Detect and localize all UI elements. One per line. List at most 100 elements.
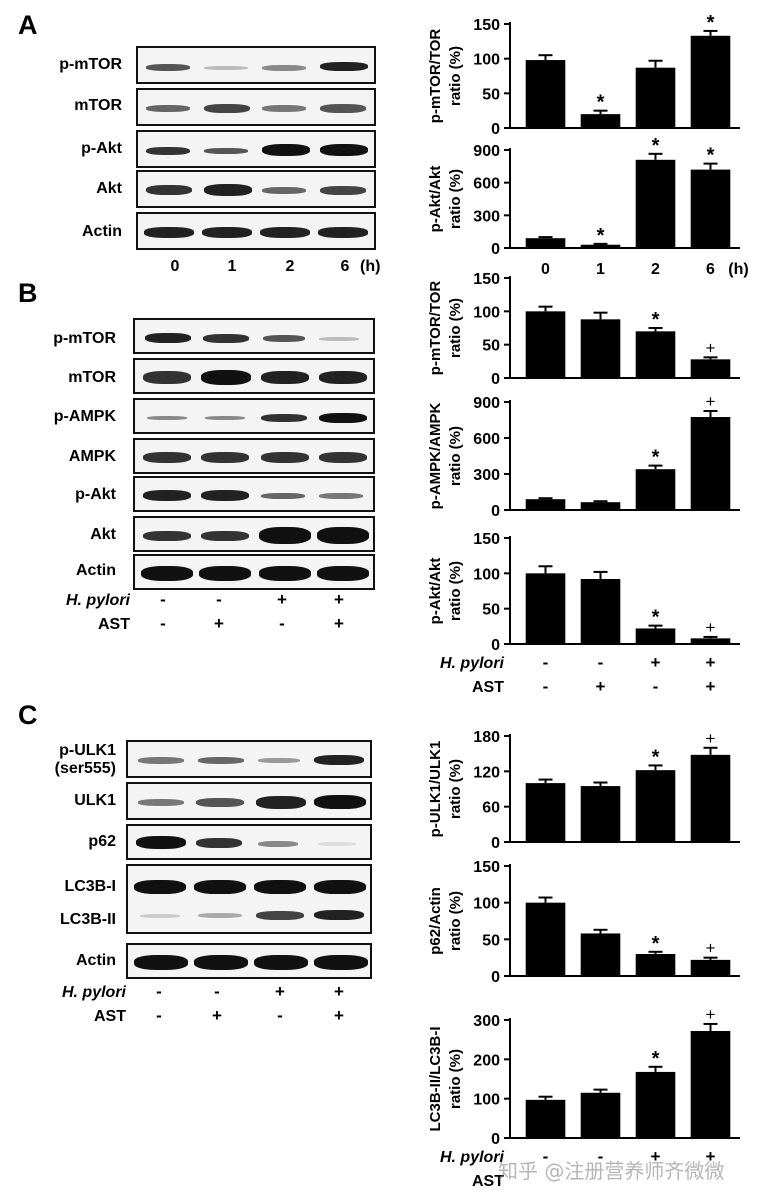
- significance-plus: +: [706, 618, 716, 637]
- bar: [635, 469, 676, 510]
- y-tick-label: 0: [491, 835, 500, 852]
- y-tick-label: 300: [473, 208, 500, 225]
- band: [263, 335, 305, 342]
- y-tick-label: 120: [473, 764, 500, 781]
- y-tick-label: 60: [482, 800, 500, 817]
- band: [262, 105, 306, 112]
- bar: [635, 159, 676, 248]
- treatment-sign: -: [543, 1147, 549, 1166]
- band: [318, 842, 356, 846]
- chart-a-p-mtor-ratio: 0 50 100 150 p-mTOR/TOR ratio (%) * *: [427, 12, 740, 138]
- band: [320, 186, 366, 195]
- y-axis-label: p-mTOR/TOR: [427, 281, 444, 376]
- band: [201, 370, 251, 385]
- bar: [580, 1092, 621, 1138]
- band: [314, 910, 364, 920]
- band: [194, 955, 248, 970]
- band: [314, 795, 366, 809]
- blot-c-actin: [126, 943, 372, 979]
- chart-b-p-mtor-ratio: 0 50 100 150 p-mTOR/TOR ratio (%) * +: [427, 271, 740, 388]
- band: [146, 185, 192, 195]
- band: [256, 911, 304, 920]
- y-tick-label: 600: [473, 176, 500, 193]
- x-tick-label: 6: [706, 261, 715, 278]
- significance-star: *: [652, 135, 660, 157]
- significance-star: *: [597, 92, 605, 114]
- y-tick-label: 150: [473, 271, 500, 288]
- band: [198, 913, 242, 918]
- bar: [635, 954, 676, 976]
- treatment-sign: -: [214, 982, 220, 1001]
- blot-label-b-p-ampk: p-AMPK: [53, 408, 116, 425]
- treatment-sign: -: [598, 1147, 604, 1166]
- y-axis-label: p-Akt/Akt: [427, 558, 444, 625]
- bar: [690, 1031, 731, 1138]
- band: [202, 227, 252, 238]
- lane-label: 1: [227, 258, 237, 275]
- blot-b-akt: [133, 516, 375, 552]
- x-tick-label: 2: [651, 261, 660, 278]
- blot-label-c-p-ulk1: p-ULK1: [59, 742, 116, 759]
- band: [259, 566, 311, 581]
- bar: [580, 578, 621, 644]
- band: [134, 880, 186, 894]
- treatment-sign: -: [216, 590, 222, 609]
- y-axis-label: ratio (%): [447, 298, 464, 358]
- band: [204, 184, 252, 196]
- band: [261, 493, 305, 499]
- significance-plus: +: [706, 729, 716, 748]
- blot-b-actin: [133, 554, 375, 590]
- blot-a-actin: [136, 212, 376, 250]
- band: [319, 337, 359, 341]
- band: [254, 955, 308, 970]
- band: [320, 62, 368, 71]
- band: [136, 836, 186, 849]
- y-tick-label: 50: [482, 86, 500, 103]
- bar: [525, 311, 566, 378]
- band: [258, 758, 300, 763]
- y-axis-label: LC3B-II/LC3B-I: [427, 1027, 444, 1132]
- lane-unit: (h): [360, 258, 381, 275]
- y-tick-label: 100: [473, 566, 500, 583]
- bar: [580, 502, 621, 510]
- y-tick-label: 50: [482, 338, 500, 355]
- treatment-sign: +: [706, 677, 716, 696]
- lane-label: 0: [170, 258, 180, 275]
- blot-b-p-ampk: [133, 398, 375, 434]
- band: [138, 799, 184, 806]
- band: [143, 452, 191, 463]
- blot-label-a-p-akt: p-Akt: [81, 140, 122, 157]
- bar: [525, 902, 566, 976]
- band: [204, 104, 250, 113]
- band: [201, 531, 249, 541]
- band: [317, 566, 369, 581]
- bar: [690, 754, 731, 842]
- treatment-sign: +: [275, 982, 285, 1001]
- band: [145, 333, 191, 343]
- band: [260, 227, 310, 238]
- band: [204, 148, 248, 154]
- bar: [525, 783, 566, 842]
- treatment-sign: -: [160, 590, 166, 609]
- panel-a-letter: A: [18, 10, 38, 40]
- treatment-name: H. pylori: [440, 655, 505, 672]
- band: [194, 880, 246, 894]
- band: [143, 490, 191, 501]
- treatment-sign: +: [277, 590, 287, 609]
- blot-c-p-ulk1: [126, 740, 372, 778]
- band: [203, 334, 249, 343]
- blot-label-c-lc3b-ii: LC3B-II: [60, 911, 116, 928]
- bar: [580, 244, 621, 248]
- blot-label-b-ampk: AMPK: [68, 448, 116, 465]
- blot-label-b-actin: Actin: [76, 562, 116, 579]
- y-tick-label: 600: [473, 431, 500, 448]
- band: [261, 371, 309, 384]
- bar: [580, 786, 621, 842]
- treatment-sign: -: [156, 1006, 162, 1025]
- treatment-sign: +: [334, 614, 344, 633]
- blot-a-p-mtor: [136, 46, 376, 84]
- y-tick-label: 0: [491, 969, 500, 986]
- y-axis-label: ratio (%): [447, 891, 464, 951]
- treatment-sign: +: [334, 1006, 344, 1025]
- band: [199, 566, 251, 581]
